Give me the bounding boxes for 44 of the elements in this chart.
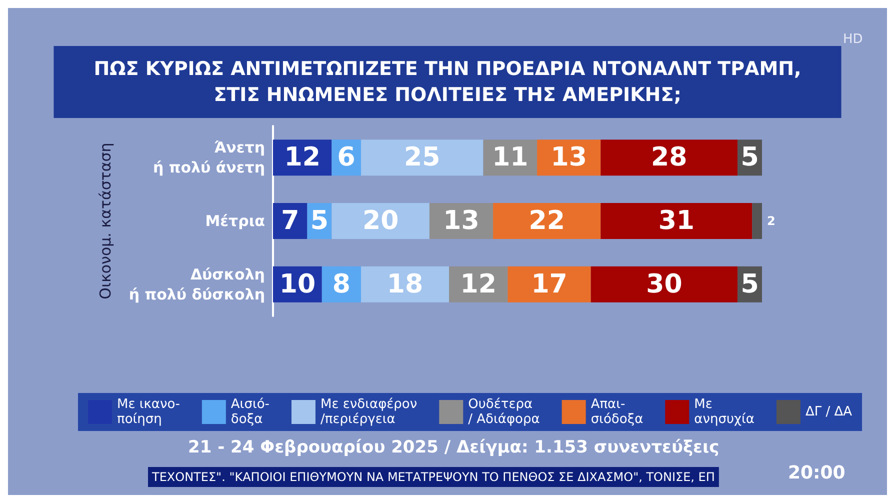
data-label: 5: [740, 142, 759, 173]
data-label: 28: [650, 142, 688, 173]
bar: [752, 203, 762, 239]
data-label: 13: [443, 206, 480, 236]
bar: [361, 140, 484, 176]
data-label: 30: [646, 269, 682, 300]
data-label: 10: [279, 269, 316, 300]
data-label: 12: [460, 269, 496, 300]
text: 20:00: [788, 462, 846, 484]
legend-label: Ουδέτερα / Αδιάφορα: [468, 397, 540, 427]
text: HD: [843, 32, 863, 47]
data-label: 25: [404, 142, 440, 173]
y-tick-label: Δύσκολη ή πολύ δύσκολη: [128, 265, 265, 304]
data-label: 6: [337, 142, 356, 173]
data-label: 20: [362, 206, 399, 236]
legend-label: Με ικανο- ποίηση: [117, 397, 180, 427]
chart-title: ΠΩΣ ΚΥΡΙΩΣ ΑΝΤΙΜΕΤΩΠΙΖΕΤΕ ΤΗΝ ΠΡΟΕΔΡΙΑ ΝΤΟΝΑΛΝΤ ΤΡΑΜΠ, ΣΤΙΣ ΗΝΩΜΕΝΕΣ ΠΟΛΙΤΕΙΕΣ ΤΗΣ ΑΜΕΡΙΚΗΣ;: [94, 58, 802, 106]
text: ΤΕΧΟΝΤΕΣ". "ΚΑΠΟΙΟΙ ΕΠΙΘΥΜΟΥΝ ΝΑ ΜΕΤΑΤΡΕΨΟΥΝ ΤΟ ΠΕΝΘΟΣ ΣΕ ΔΙΧΑΣΜΟ", ΤΟΝΙΣΕ, ΕΠ: [151, 470, 715, 484]
data-label: 12: [284, 142, 320, 173]
bar: [600, 140, 738, 176]
data-label: 2: [767, 214, 776, 228]
legend-label: Αισιό- δοξα: [230, 397, 270, 427]
data-label: 31: [658, 206, 695, 236]
bar: [600, 203, 752, 239]
y-tick-label: Άνετη ή πολύ άνετη: [152, 138, 265, 177]
legend-label: Με ενδιαφέρον /περιέργεια: [320, 397, 418, 427]
data-label: 5: [740, 269, 759, 300]
bar: [508, 266, 591, 302]
data-label: 11: [492, 142, 528, 173]
legend-label: ΔΓ / ΔΑ: [805, 404, 852, 420]
data-label: 8: [332, 269, 351, 300]
data-label: 18: [386, 269, 424, 300]
data-label: 13: [550, 142, 587, 173]
y-tick-label: Μέτρια: [205, 212, 265, 230]
data-label: 22: [528, 206, 565, 236]
bar: [493, 203, 601, 239]
legend-label: Απαι- σιόδοξα: [590, 397, 644, 427]
text: 21 - 24 Φεβρουαρίου 2025 / Δείγμα: 1.153 συνεντεύξεις: [188, 438, 720, 458]
legend-label: Με ανησυχία: [694, 397, 754, 427]
data-label: 7: [281, 206, 300, 236]
data-label: 17: [531, 269, 568, 300]
bar: [590, 266, 738, 302]
data-label: 5: [310, 206, 328, 236]
y-axis-title: Οικονομ. κατάσταση: [96, 142, 114, 300]
